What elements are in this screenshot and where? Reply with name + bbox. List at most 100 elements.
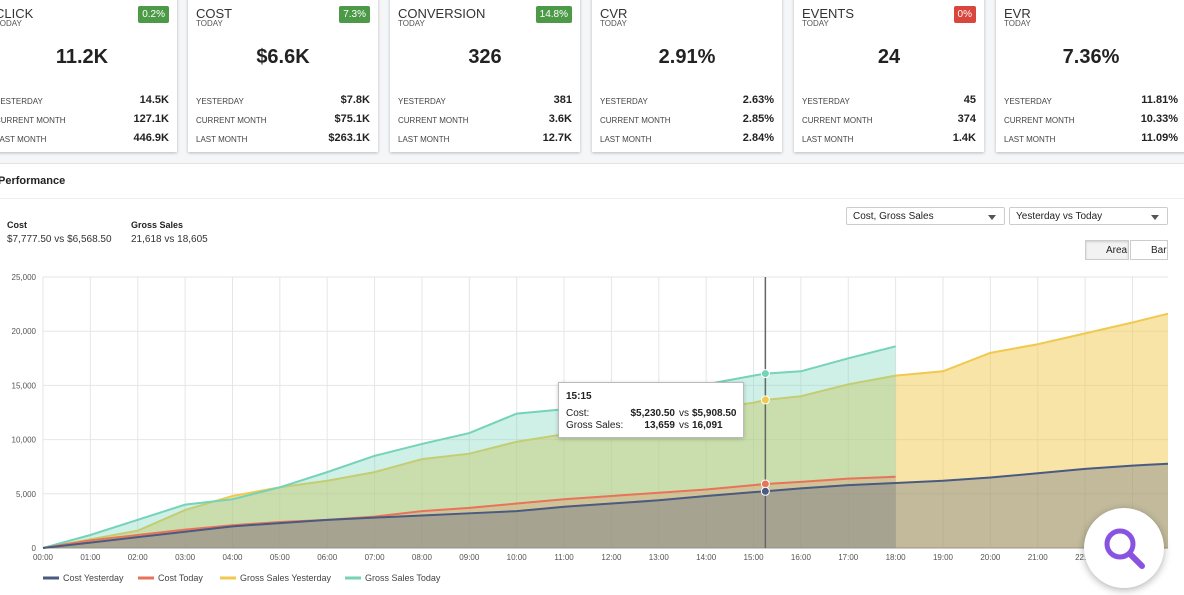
- x-tick-label: 08:00: [412, 553, 433, 562]
- change-badge: 0.2%: [138, 6, 169, 23]
- card-value: 7.36%: [1062, 46, 1120, 68]
- row-label: CURRENT MONTH: [600, 116, 671, 125]
- x-tick-label: 09:00: [459, 553, 480, 562]
- compare-word: vs: [164, 234, 175, 245]
- card-title: CVR: [600, 6, 628, 21]
- card-subtitle: TODAY: [398, 19, 425, 28]
- x-tick-label: 20:00: [980, 553, 1001, 562]
- row-value: 381: [553, 94, 572, 106]
- row-value: $7.8K: [340, 94, 370, 106]
- card-value: 326: [468, 46, 502, 68]
- y-tick-label: 0: [32, 544, 37, 553]
- area-button[interactable]: Area: [1085, 240, 1129, 260]
- row-value: 1.4K: [952, 132, 976, 144]
- row-value: 11.09%: [1141, 132, 1178, 144]
- row-value: $75.1K: [334, 113, 370, 125]
- tooltip-vs: vs: [679, 420, 689, 431]
- yesterday-value: $7,777.50: [7, 234, 52, 245]
- x-tick-label: 19:00: [933, 553, 954, 562]
- x-tick-label: 16:00: [791, 553, 812, 562]
- row-value: 45: [963, 94, 976, 106]
- yesterday-value: 21,618: [131, 234, 162, 245]
- row-value: $263.1K: [328, 132, 370, 144]
- kpi-card: EVR TODAY 7.36% YESTERDAY 11.81% CURRENT MONT…: [996, 0, 1184, 152]
- highlight-point: [760, 369, 770, 379]
- change-badge: 14.8%: [535, 6, 572, 23]
- row-value: 127.1K: [133, 113, 169, 125]
- x-tick-label: 13:00: [649, 553, 670, 562]
- x-tick-label: 11:00: [554, 553, 574, 562]
- bar-button[interactable]: Bar: [1130, 240, 1168, 260]
- x-tick-label: 07:00: [365, 553, 386, 562]
- tooltip-label: Gross Sales:: [566, 420, 624, 431]
- row-value: 12.7K: [542, 132, 572, 144]
- card-title: EVENTS: [802, 6, 855, 21]
- highlight-point: [760, 479, 770, 489]
- card-title: CLICK: [0, 6, 34, 21]
- y-tick-label: 10,000: [12, 436, 37, 445]
- row-label: CURRENT MONTH: [196, 116, 267, 125]
- x-tick-label: 21:00: [1028, 553, 1049, 562]
- row-label: LAST MONTH: [398, 135, 450, 144]
- row-label: YESTERDAY: [0, 97, 43, 106]
- row-value: 11.81%: [1141, 94, 1178, 106]
- x-tick-label: 05:00: [270, 553, 291, 562]
- tooltip-vs: vs: [679, 408, 689, 419]
- tooltip-a: 13,659: [644, 420, 675, 431]
- x-tick-label: 02:00: [128, 553, 149, 562]
- summary-label: Gross Sales: [131, 220, 184, 230]
- card-subtitle: TODAY: [0, 19, 22, 28]
- x-tick-label: 12:00: [601, 553, 622, 562]
- line: [42, 462, 1169, 549]
- kpi-card: CLICKTODAY 0.2% 11.2K YESTERDAY 14.5K CURRENT…: [0, 0, 177, 152]
- metrics-dropdown[interactable]: Cost, Gross Sales: [846, 207, 1005, 225]
- x-tick-label: 18:00: [886, 553, 907, 562]
- row-value: 10.33%: [1140, 113, 1178, 125]
- x-tick-label: 17:00: [838, 553, 859, 562]
- row-label: YESTERDAY: [600, 97, 648, 106]
- card-title: EVR: [1004, 6, 1031, 21]
- row-label: LAST MONTH: [0, 135, 47, 144]
- tooltip-time: 15:15: [566, 391, 592, 402]
- row-value: 374: [957, 113, 976, 125]
- tooltip-a: $5,230.50: [630, 408, 676, 419]
- search-button[interactable]: [1084, 508, 1164, 588]
- card-value: $6.6K: [256, 46, 310, 68]
- card-subtitle: TODAY: [600, 19, 627, 28]
- legend-label: Cost Today: [158, 573, 203, 583]
- y-tick-label: 15,000: [12, 381, 37, 390]
- tooltip-label: Cost:: [566, 408, 590, 419]
- row-label: CURRENT MONTH: [398, 116, 469, 125]
- card-title: COST: [196, 6, 233, 21]
- x-tick-label: 10:00: [507, 553, 528, 562]
- y-tick-label: 5,000: [16, 490, 37, 499]
- summary-values: $7,777.50 vs $6,568.50: [7, 234, 114, 245]
- period-dropdown[interactable]: Yesterday vs Today: [1009, 207, 1168, 225]
- row-value: 3.6K: [548, 113, 572, 125]
- section-title: Performance: [0, 175, 66, 187]
- row-value: 2.85%: [742, 113, 774, 125]
- row-label: YESTERDAY: [196, 97, 244, 106]
- row-label: YESTERDAY: [802, 97, 850, 106]
- legend-label: Gross Sales Yesterday: [240, 573, 332, 583]
- x-tick-label: 04:00: [222, 553, 243, 562]
- x-tick-label: 00:00: [33, 553, 54, 562]
- kpi-card: EVENTS TODAY 0% 24 YESTERDAY 45 CURRENT MONTH 3…: [794, 0, 984, 152]
- row-value: 2.63%: [742, 94, 774, 106]
- highlight-point: [760, 486, 770, 496]
- row-value: 446.9K: [133, 132, 169, 144]
- kpi-card: CVR TODAY 2.91% YESTERDAY 2.63% CURRENT MONTH…: [592, 0, 782, 152]
- row-label: LAST MONTH: [1004, 135, 1056, 144]
- today-value: $6,568.50: [67, 234, 112, 245]
- x-tick-label: 14:00: [696, 553, 717, 562]
- area: [43, 463, 1168, 548]
- x-tick-label: 15:00: [744, 553, 765, 562]
- today-value: 18,605: [177, 234, 208, 245]
- x-tick-label: 03:00: [175, 553, 196, 562]
- tooltip-b: $5,908.50: [692, 408, 737, 419]
- change-badge: 0%: [953, 6, 976, 23]
- x-tick-label: 01:00: [80, 553, 101, 562]
- card-subtitle: TODAY: [196, 19, 223, 28]
